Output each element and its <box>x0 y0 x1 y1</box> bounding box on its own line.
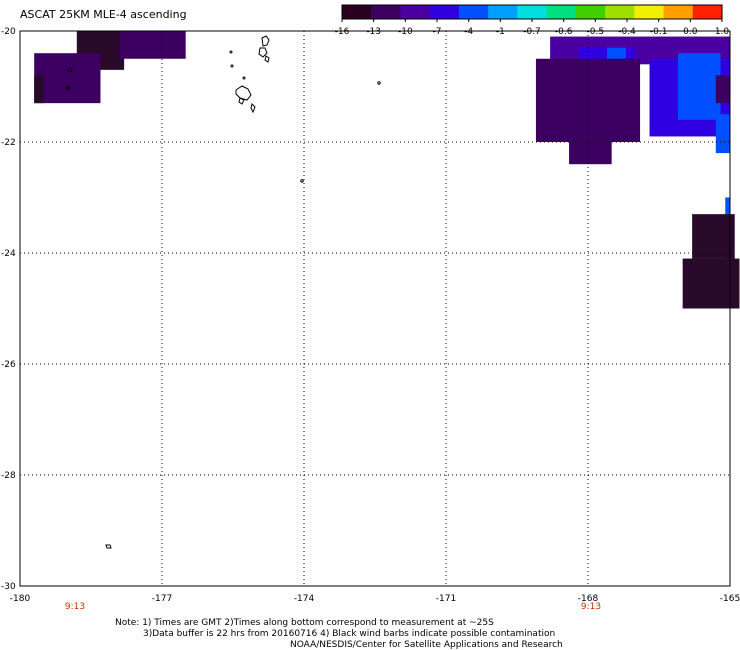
island <box>261 35 270 47</box>
colorbar-segment <box>634 5 665 19</box>
island <box>300 179 304 183</box>
colorbar-label: 0.0 <box>683 27 698 37</box>
colorbar-label: -0.4 <box>618 27 636 37</box>
time-labels: 9:13 9:13 <box>65 602 601 612</box>
colorbar-label: -0.1 <box>650 27 668 37</box>
latitude-label: -28 <box>1 471 16 481</box>
island <box>264 55 270 63</box>
longitude-label: -165 <box>720 594 740 604</box>
latitude-label: -24 <box>1 249 16 259</box>
island <box>258 47 268 58</box>
colorbar-label: 1.0 <box>715 27 730 37</box>
data-cell <box>34 53 101 104</box>
colorbar-segment <box>546 5 577 19</box>
latitude-label: -30 <box>1 582 16 592</box>
note-line-2: 3)Data buffer is 22 hrs from 20160716 4)… <box>143 629 556 639</box>
data-cell <box>569 119 612 165</box>
colorbar-label: -0.6 <box>555 27 573 37</box>
island <box>238 97 245 105</box>
colorbar-segment <box>517 5 548 19</box>
colorbar-segment <box>458 5 489 19</box>
longitude-labels: -180 -177 -174 -171 -168 -165 <box>10 594 740 604</box>
colorbar-segment <box>371 5 401 19</box>
time-label: 9:13 <box>581 602 601 612</box>
island <box>235 85 252 101</box>
colorbar-label: -4 <box>464 27 473 37</box>
colorbar-labels: -16 -13 -10 -7 -4 -1 -0.7 -0.6 -0.5 -0.4 -0.1 0.0 1.… <box>335 19 730 37</box>
data-cell <box>715 114 730 154</box>
colorbar-label: -0.5 <box>587 27 605 37</box>
note-line-1: Note: 1) Times are GMT 2)Times along bot… <box>115 618 494 628</box>
island <box>67 67 73 73</box>
island <box>377 81 381 85</box>
latitude-label: -26 <box>1 360 16 370</box>
colorbar-label: -7 <box>433 27 442 37</box>
colorbar-label: -10 <box>398 27 413 37</box>
colorbar-segment <box>400 5 431 19</box>
longitude-label: -174 <box>294 594 315 604</box>
latitude-label: -22 <box>1 138 16 148</box>
time-label: 9:13 <box>65 602 85 612</box>
map-title: ASCAT 25KM MLE-4 ascending <box>20 8 187 21</box>
data-cell <box>34 75 44 104</box>
colorbar-segment <box>692 5 723 19</box>
colorbar-segment <box>488 5 518 19</box>
wind-data-cells <box>34 31 740 309</box>
colorbar-segment <box>663 5 694 19</box>
island <box>230 64 234 68</box>
data-cell <box>677 53 721 120</box>
data-cell <box>119 31 186 59</box>
island <box>66 86 70 90</box>
latitude-labels: -20 -22 -24 -26 -28 -30 <box>1 27 16 592</box>
colorbar-label: -1 <box>496 27 505 37</box>
data-cell <box>682 258 740 309</box>
colorbar-label: -0.7 <box>523 27 541 37</box>
island <box>250 103 256 114</box>
note-line-3: NOAA/NESDIS/Center for Satellite Applica… <box>290 640 563 650</box>
colorbar-label: -16 <box>335 27 350 37</box>
data-cell <box>715 75 730 104</box>
data-cell <box>692 214 735 259</box>
latitude-label: -20 <box>1 27 16 37</box>
map-frame <box>19 30 731 587</box>
colorbar-segment <box>429 5 460 19</box>
colorbar-label: -13 <box>366 27 381 37</box>
colorbar <box>341 4 723 20</box>
longitude-label: -168 <box>578 594 599 604</box>
island <box>229 50 233 54</box>
longitude-label: -171 <box>436 594 456 604</box>
colorbar-segment <box>605 5 635 19</box>
colorbar-segment <box>575 5 606 19</box>
island <box>242 76 246 80</box>
island <box>105 544 112 549</box>
colorbar-segment <box>342 5 372 19</box>
longitude-label: -180 <box>10 594 31 604</box>
island-coastlines <box>66 35 381 549</box>
longitude-label: -177 <box>152 594 172 604</box>
grid-lines <box>20 31 730 586</box>
